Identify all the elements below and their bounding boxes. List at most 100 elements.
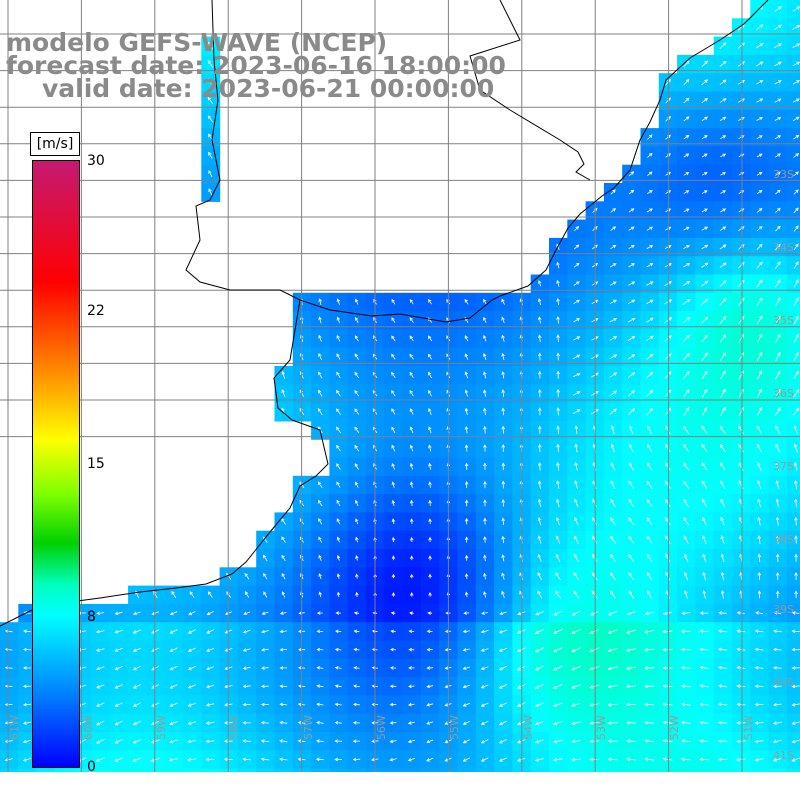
wind-arrow — [336, 463, 341, 470]
wind-arrow — [757, 553, 762, 563]
field-cell — [750, 347, 770, 367]
wind-arrow — [754, 739, 764, 744]
wind-arrow — [610, 498, 616, 508]
field-cell — [732, 768, 751, 772]
wind-arrow — [352, 757, 361, 762]
wind-arrow — [646, 499, 653, 508]
wind-arrow — [207, 60, 214, 68]
colorbar-unit: [m/s] — [30, 132, 80, 156]
field-cell — [677, 128, 696, 147]
wind-arrow — [720, 406, 726, 416]
title-forecast-date: forecast date: 2023-06-16 18:00:00 — [6, 51, 506, 80]
wind-arrow — [23, 611, 31, 615]
lat-label: 39S — [773, 603, 794, 616]
field-cell — [768, 0, 788, 19]
wind-arrow — [114, 684, 123, 689]
wind-arrow — [205, 739, 215, 744]
field-cell — [768, 347, 788, 367]
field-cell — [640, 347, 660, 367]
wind-arrow — [610, 517, 616, 526]
wind-arrow — [662, 647, 673, 652]
wind-arrow — [169, 647, 178, 652]
wind-arrow — [538, 352, 542, 361]
wind-arrow — [114, 757, 124, 762]
wind-arrow — [353, 629, 360, 634]
wind-arrow — [409, 555, 414, 561]
field-cell — [695, 164, 715, 184]
wind-arrow — [464, 371, 469, 379]
field-cell — [622, 347, 642, 367]
wind-arrow — [756, 171, 763, 176]
wind-arrow — [189, 591, 195, 598]
wind-arrow — [554, 777, 563, 780]
wind-arrow — [683, 535, 689, 544]
field-cell — [420, 768, 440, 772]
wind-arrow — [462, 648, 470, 652]
wind-arrow — [169, 721, 178, 726]
wind-arrow — [96, 611, 105, 615]
wind-arrow — [480, 648, 489, 652]
wind-arrow — [757, 535, 762, 544]
wind-arrow — [260, 739, 270, 743]
field-cell — [768, 91, 788, 111]
field-cell — [768, 292, 788, 312]
wind-arrow — [791, 702, 800, 707]
wind-arrow — [538, 370, 542, 379]
wind-arrow — [574, 498, 579, 508]
wind-arrow — [719, 98, 727, 103]
wind-arrow — [408, 647, 415, 652]
wind-arrow — [318, 353, 322, 361]
wind-arrow — [409, 518, 414, 525]
field-cell — [677, 311, 696, 330]
wind-arrow — [534, 629, 545, 634]
wind-arrow — [683, 517, 689, 526]
wind-arrow — [572, 373, 581, 378]
wind-arrow — [207, 591, 213, 598]
field-cell — [713, 91, 733, 111]
field-cell — [567, 768, 587, 772]
wind-arrow — [736, 702, 746, 707]
field-cell — [786, 457, 800, 477]
wind-arrow — [553, 647, 563, 653]
wind-arrow — [480, 666, 489, 671]
title-valid-date: valid date: 2023-06-21 00:00:00 — [42, 74, 495, 103]
wind-arrow — [773, 666, 782, 670]
field-cell — [713, 292, 733, 312]
field-cell — [732, 146, 751, 166]
field-cell — [622, 274, 642, 294]
wind-arrow — [132, 720, 142, 726]
wind-arrow — [336, 353, 341, 360]
wind-arrow — [647, 590, 652, 599]
field-cell — [622, 384, 642, 404]
wind-arrow — [774, 43, 782, 49]
wind-arrow — [682, 263, 691, 268]
wind-arrow — [498, 739, 507, 744]
wind-arrow — [22, 702, 32, 707]
field-cell — [603, 329, 623, 349]
wind-arrow — [647, 571, 653, 581]
field-cell — [713, 36, 733, 56]
wind-arrow — [427, 335, 433, 342]
wind-arrow — [354, 371, 360, 379]
wind-arrow — [280, 776, 288, 779]
wind-arrow — [572, 391, 581, 396]
wind-arrow — [571, 665, 582, 671]
wind-arrow — [206, 629, 215, 634]
wind-arrow — [702, 553, 707, 563]
wind-arrow — [224, 702, 233, 707]
wind-arrow — [774, 80, 782, 85]
wind-arrow — [428, 407, 432, 415]
wind-arrow — [628, 408, 635, 415]
wind-arrow — [662, 611, 673, 616]
wind-arrow — [571, 610, 581, 616]
wind-arrow — [151, 777, 160, 780]
wind-arrow — [260, 702, 269, 707]
wind-arrow — [793, 425, 798, 435]
field-cell — [750, 366, 770, 385]
field-cell — [475, 732, 495, 751]
field-cell — [402, 768, 422, 772]
wind-arrow — [773, 702, 782, 707]
field-cell — [640, 384, 660, 404]
wind-arrow — [261, 666, 269, 670]
wind-arrow — [391, 371, 396, 379]
